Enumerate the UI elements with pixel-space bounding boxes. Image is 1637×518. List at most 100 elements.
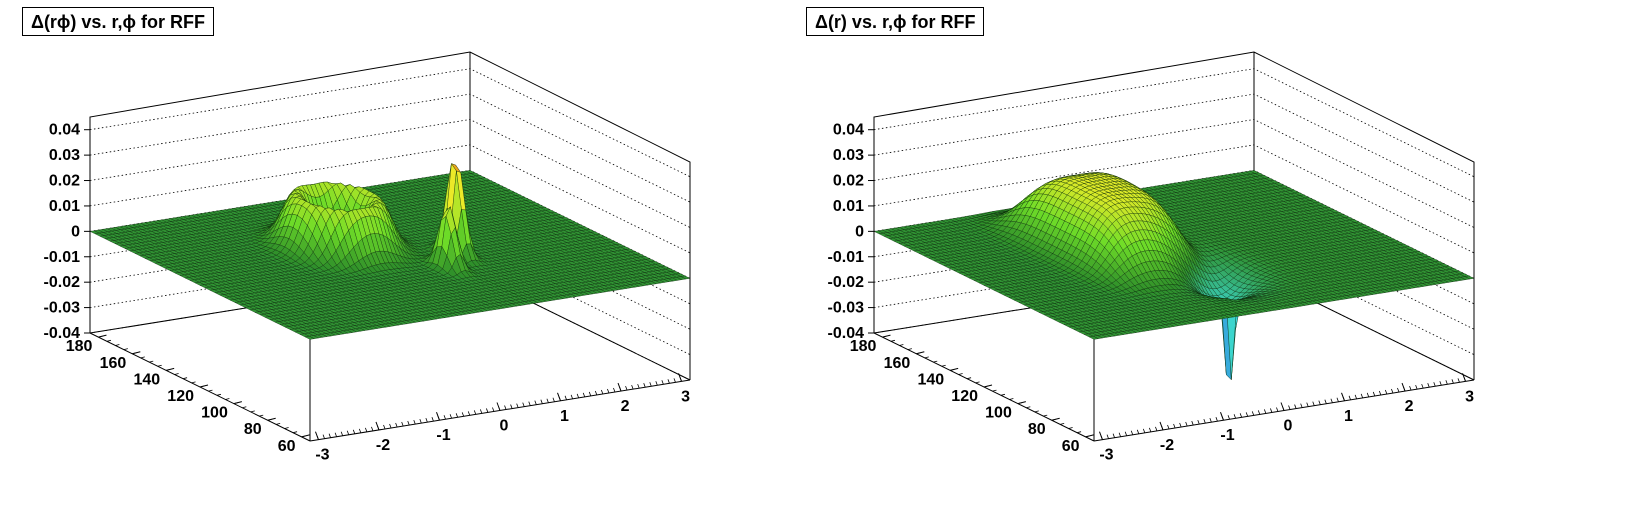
x-minor-tick bbox=[564, 395, 567, 400]
x-minor-tick bbox=[486, 408, 489, 413]
x-minor-tick bbox=[492, 407, 495, 412]
x-minor-tick bbox=[649, 382, 652, 387]
y-minor-tick bbox=[174, 373, 179, 375]
y-minor-tick bbox=[267, 418, 272, 421]
y-minor-tick bbox=[149, 360, 154, 363]
x-minor-tick bbox=[479, 409, 483, 414]
z-tick-label: 0.03 bbox=[49, 147, 80, 164]
y-minor-tick bbox=[301, 435, 306, 438]
x-minor-tick bbox=[510, 404, 513, 409]
x-minor-tick bbox=[401, 421, 404, 427]
y-minor-tick bbox=[259, 414, 264, 417]
y-minor-tick bbox=[166, 368, 171, 371]
x-minor-tick bbox=[419, 418, 422, 424]
y-tick-label: 180 bbox=[66, 338, 93, 355]
x-minor-tick bbox=[661, 380, 664, 385]
z-tick-label: 0.01 bbox=[49, 198, 80, 215]
z-tick-label: -0.03 bbox=[828, 300, 865, 317]
x-minor-tick bbox=[389, 423, 392, 429]
x-tick-label: -2 bbox=[376, 437, 390, 454]
y-tick-label: 60 bbox=[278, 438, 296, 455]
z-gridline bbox=[873, 68, 1475, 178]
x-minor-tick bbox=[358, 428, 362, 433]
z-gridline bbox=[89, 93, 691, 203]
x-minor-tick bbox=[540, 399, 543, 404]
z-tick-label: 0.03 bbox=[833, 147, 864, 164]
x-minor-tick bbox=[322, 434, 325, 439]
y-minor-tick bbox=[140, 356, 145, 359]
x-minor-tick bbox=[643, 383, 646, 388]
x-minor-tick bbox=[413, 419, 416, 425]
z-tick-label: -0.01 bbox=[44, 249, 81, 266]
z-gridline bbox=[89, 119, 691, 228]
y-minor-tick bbox=[284, 427, 289, 429]
y-minor-tick bbox=[225, 398, 230, 400]
z-tick-label: 0 bbox=[855, 223, 864, 240]
y-minor-tick bbox=[157, 364, 162, 367]
z-tick-label: -0.03 bbox=[44, 300, 81, 317]
x-minor-tick bbox=[552, 397, 555, 402]
y-minor-tick bbox=[115, 344, 120, 346]
chart-title: Δ(rϕ) vs. r,ϕ for RFF bbox=[22, 7, 214, 36]
x-minor-tick bbox=[407, 420, 410, 426]
z-tick-label: 0.04 bbox=[49, 122, 80, 139]
y-tick-label: 80 bbox=[244, 421, 262, 438]
z-tick-label: 0.02 bbox=[49, 173, 80, 190]
y-tick-label: 140 bbox=[133, 371, 160, 388]
y-minor-tick bbox=[123, 348, 128, 351]
x-minor-tick bbox=[516, 403, 519, 408]
x-minor-tick bbox=[673, 378, 676, 383]
x-minor-tick bbox=[346, 430, 350, 435]
x-minor-tick bbox=[600, 389, 604, 395]
x-minor-tick bbox=[340, 431, 344, 436]
x-minor-tick bbox=[365, 427, 368, 433]
x-minor-tick bbox=[588, 391, 592, 397]
y-minor-tick bbox=[132, 352, 137, 355]
y-minor-tick bbox=[242, 406, 247, 409]
y-minor-tick bbox=[98, 335, 103, 338]
x-minor-tick bbox=[449, 414, 452, 419]
y-minor-tick bbox=[250, 410, 255, 413]
x-minor-tick bbox=[576, 393, 580, 399]
x-minor-tick bbox=[395, 422, 398, 428]
x-minor-tick bbox=[655, 381, 658, 386]
x-tick-label: 3 bbox=[681, 388, 690, 405]
x-minor-tick bbox=[528, 401, 531, 406]
z-gridline bbox=[89, 68, 691, 178]
chart-panel-rphi: Δ(rϕ) vs. r,ϕ for RFF -0.04 -0.03 -0.02 -0.… bbox=[0, 0, 818, 518]
x-minor-tick bbox=[455, 413, 459, 418]
chart-panel-r: Δ(r) vs. r,ϕ for RFF -0.04 -0.03 -0.02 -0.0… bbox=[806, 0, 1637, 518]
x-minor-tick bbox=[522, 402, 525, 407]
x-tick-label: 1 bbox=[560, 408, 569, 425]
z-gridline bbox=[89, 144, 691, 254]
x-minor-tick bbox=[582, 392, 586, 398]
y-minor-tick bbox=[106, 339, 112, 342]
x-minor-tick bbox=[467, 411, 471, 416]
x-minor-tick bbox=[625, 385, 628, 391]
y-tick-label: 100 bbox=[201, 405, 228, 422]
y-minor-tick bbox=[182, 377, 188, 380]
y-minor-tick bbox=[199, 385, 205, 388]
x-tick-label: -1 bbox=[436, 427, 450, 444]
x-minor-tick bbox=[637, 384, 640, 389]
y-minor-tick bbox=[292, 431, 298, 434]
surface-plot-r: -0.04-0.03-0.02-0.0100.010.020.030.04-3-… bbox=[828, 51, 1475, 464]
x-minor-tick bbox=[613, 387, 616, 393]
x-minor-tick bbox=[594, 390, 598, 396]
x-minor-tick bbox=[431, 417, 434, 422]
x-minor-tick bbox=[425, 418, 428, 423]
surface-mesh bbox=[89, 163, 691, 340]
x-minor-tick bbox=[607, 388, 610, 394]
z-tick-label: 0 bbox=[71, 223, 80, 240]
z-tick-label: 0.01 bbox=[833, 198, 864, 215]
x-tick-label: -3 bbox=[315, 447, 329, 464]
x-minor-tick bbox=[631, 384, 634, 390]
x-minor-tick bbox=[473, 410, 477, 415]
x-tick-label: 0 bbox=[500, 418, 509, 435]
x-minor-tick bbox=[328, 433, 331, 438]
surface-mesh bbox=[873, 170, 1475, 381]
x-minor-tick bbox=[667, 379, 670, 384]
x-minor-tick bbox=[534, 400, 537, 405]
x-minor-tick bbox=[443, 415, 446, 420]
z-tick-label: -0.01 bbox=[828, 249, 865, 266]
